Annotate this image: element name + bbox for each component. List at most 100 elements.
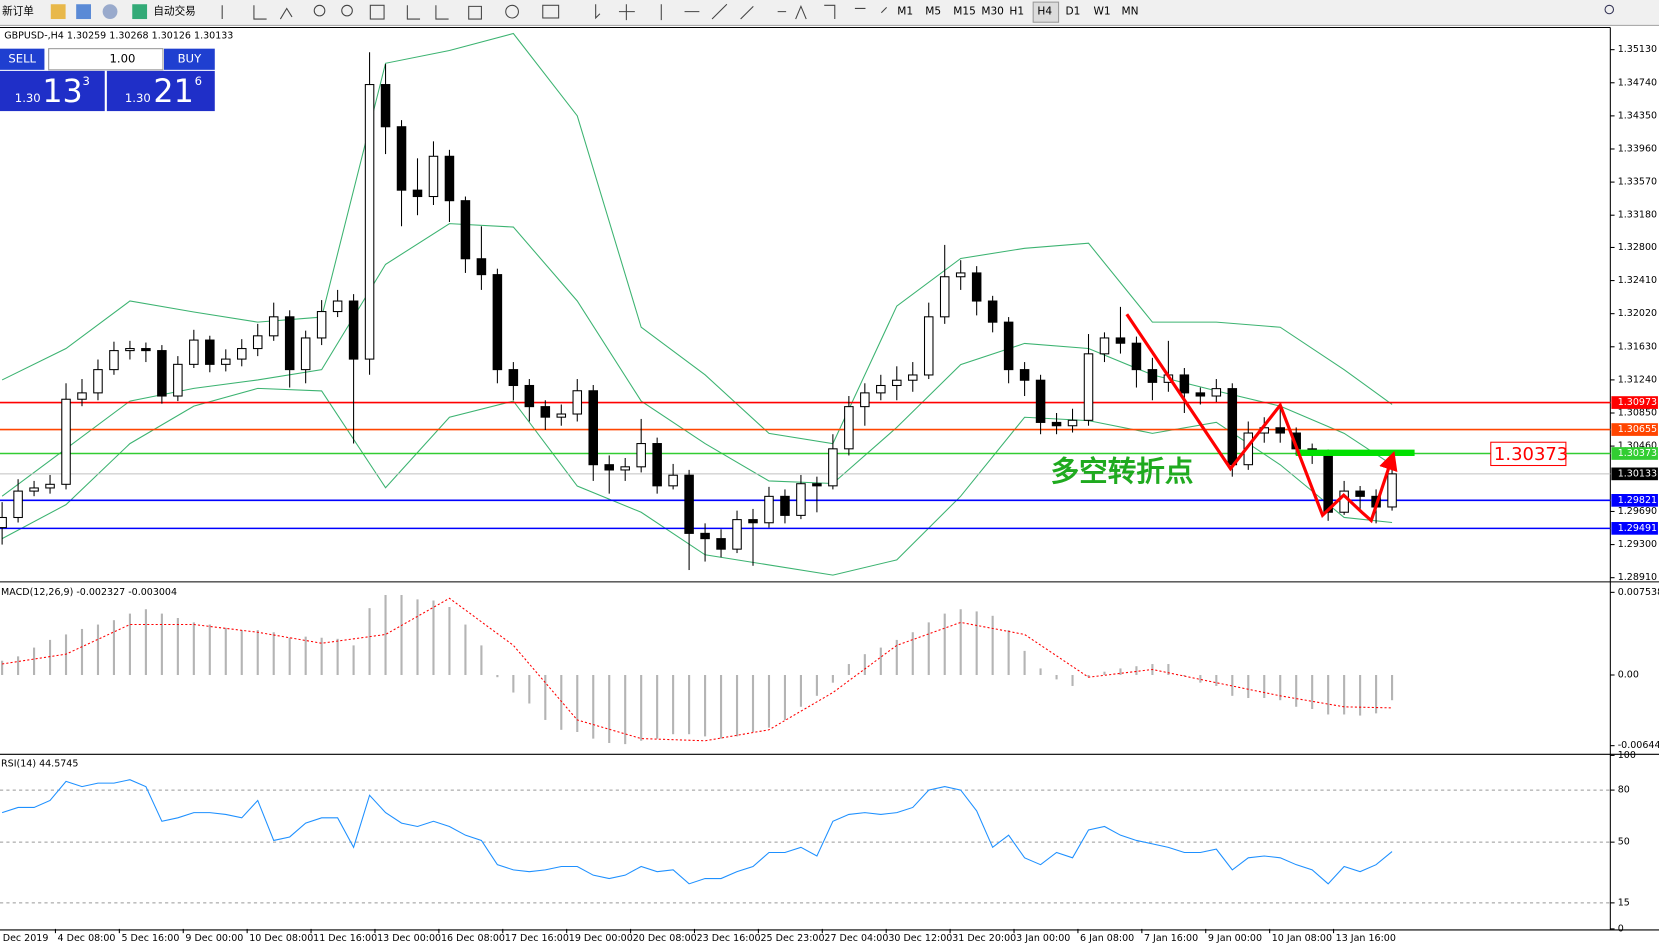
candle-body [316, 311, 327, 339]
level-label-bg [1611, 494, 1658, 507]
candle-body [700, 532, 710, 540]
y-tick-label: 1.29300 [1618, 539, 1657, 550]
sell-button[interactable] [0, 48, 45, 70]
x-tick-label: 6 Jan 08:00 [1080, 933, 1134, 944]
active-timeframe [1032, 1, 1060, 23]
candle-body [300, 337, 311, 371]
x-tick-label: 27 Dec 04:00 [824, 933, 888, 944]
candle-body [1051, 421, 1062, 427]
timeframe-button[interactable]: MN [1122, 6, 1139, 18]
search-icon[interactable] [1604, 4, 1615, 15]
timeframe-button[interactable]: M15 [953, 6, 976, 18]
x-tick-label: 3 Jan 00:00 [1016, 933, 1070, 944]
candle-body [157, 350, 167, 397]
candle-body [748, 519, 758, 524]
toolbar-bg [0, 0, 1659, 26]
x-tick-label: 9 Jan 00:00 [1208, 933, 1262, 944]
y-tick-label: 1.32410 [1618, 275, 1657, 286]
candle-body [332, 300, 343, 313]
timeframe-button[interactable]: H1 [1009, 6, 1024, 18]
candle-body [13, 490, 23, 519]
level-label-bg [1611, 447, 1658, 460]
x-tick-label: 25 Dec 23:00 [761, 933, 825, 944]
tool-icons [221, 3, 888, 21]
bollinger-upper [1, 32, 1393, 445]
candle-body [1275, 427, 1285, 434]
icon[interactable] [221, 5, 293, 20]
y-tick-label: 80 [1618, 785, 1630, 796]
volume-value: 1.00 [110, 52, 136, 66]
toolbar: 新订单 自动交易 M1 M5 M15 M30 H1 H4 D1 W1 MN [0, 0, 1659, 26]
bid-box[interactable] [0, 70, 105, 112]
candle-body [1035, 379, 1046, 423]
icon[interactable] [50, 4, 66, 20]
buy-label: BUY [178, 52, 202, 66]
auto-trading-button[interactable]: 自动交易 [153, 5, 195, 18]
level-label-bg [1611, 423, 1658, 436]
y-tick-label: 1.34740 [1618, 77, 1657, 88]
candle-body [620, 466, 630, 471]
timeframe-button[interactable]: D1 [1065, 6, 1080, 18]
icon[interactable] [542, 4, 560, 19]
annotation-text: 多空转折点 [1051, 454, 1194, 488]
icon[interactable] [102, 4, 118, 20]
plot-area: 1.35130 1.34740 1.34350 1.33960 1.33570 1.331… [0, 26, 1659, 944]
y-tick-label: 0.00 [1618, 669, 1639, 680]
x-tick-label: 10 Dec 08:00 [249, 933, 313, 944]
level-label: 1.29491 [1618, 523, 1657, 534]
y-tick-label: 0.007538 [1618, 587, 1659, 598]
price-annotation-box [1490, 441, 1567, 467]
y-tick-label: 1.31240 [1618, 374, 1657, 385]
candle-body [268, 316, 279, 337]
timeframe-button[interactable]: M30 [981, 6, 1004, 18]
timeframe-button[interactable]: M5 [925, 6, 941, 18]
buy-button[interactable] [163, 48, 215, 70]
candle-body [364, 84, 375, 360]
candle-body [732, 519, 742, 550]
x-tick-label: 17 Dec 16:00 [505, 933, 569, 944]
new-order-button[interactable]: 新订单 [2, 5, 34, 18]
timeframe-button[interactable]: W1 [1093, 6, 1110, 18]
y-tick-label: 1.33570 [1618, 177, 1657, 188]
x-tick-label: 20 Dec 08:00 [633, 933, 697, 944]
candle-body [77, 392, 87, 400]
ask-small: 6 [195, 74, 202, 88]
x-tick-label: 23 Dec 16:00 [697, 933, 761, 944]
candle-body [412, 189, 423, 198]
candle-body [1131, 342, 1142, 371]
icon[interactable] [341, 4, 353, 17]
candle-body [1003, 321, 1014, 371]
y-tick-label: 1.32800 [1618, 242, 1657, 253]
icon[interactable] [369, 4, 385, 20]
x-tick-label: 13 Jan 16:00 [1336, 933, 1396, 944]
candle-body [780, 495, 790, 516]
timeframe-button[interactable]: M1 [897, 6, 913, 18]
volume-input[interactable] [48, 48, 164, 71]
y-tick-label: 1.33180 [1618, 210, 1657, 221]
ask-box[interactable] [106, 70, 215, 112]
candle-body [1211, 388, 1222, 397]
rsi-line [1, 779, 1393, 885]
level-label: 1.30973 [1618, 397, 1657, 408]
timeframe-button[interactable]: H4 [1037, 6, 1052, 18]
bollinger-middle [1, 223, 1393, 497]
bid-big: 1.30 [15, 91, 41, 105]
candle-body [939, 276, 950, 318]
candle-body [284, 316, 295, 371]
icon[interactable] [132, 4, 148, 20]
y-tick-label: 1.33960 [1618, 143, 1657, 154]
candle-body [604, 464, 614, 471]
icon[interactable] [595, 3, 888, 21]
candle-body [1083, 353, 1094, 421]
candle-body [29, 487, 39, 492]
icon[interactable] [76, 4, 91, 20]
x-tick-label: 30 Dec 12:00 [888, 933, 952, 944]
price-annotation: 1.30373 [1494, 444, 1568, 465]
y-tick-label: 15 [1618, 897, 1630, 908]
icon[interactable] [505, 4, 519, 19]
icon[interactable] [313, 4, 326, 17]
icon[interactable] [406, 5, 482, 20]
timeframes: M1 M5 M15 M30 H1 H4 D1 W1 MN [897, 1, 1139, 23]
x-tick-label: 11 Dec 16:00 [313, 933, 377, 944]
